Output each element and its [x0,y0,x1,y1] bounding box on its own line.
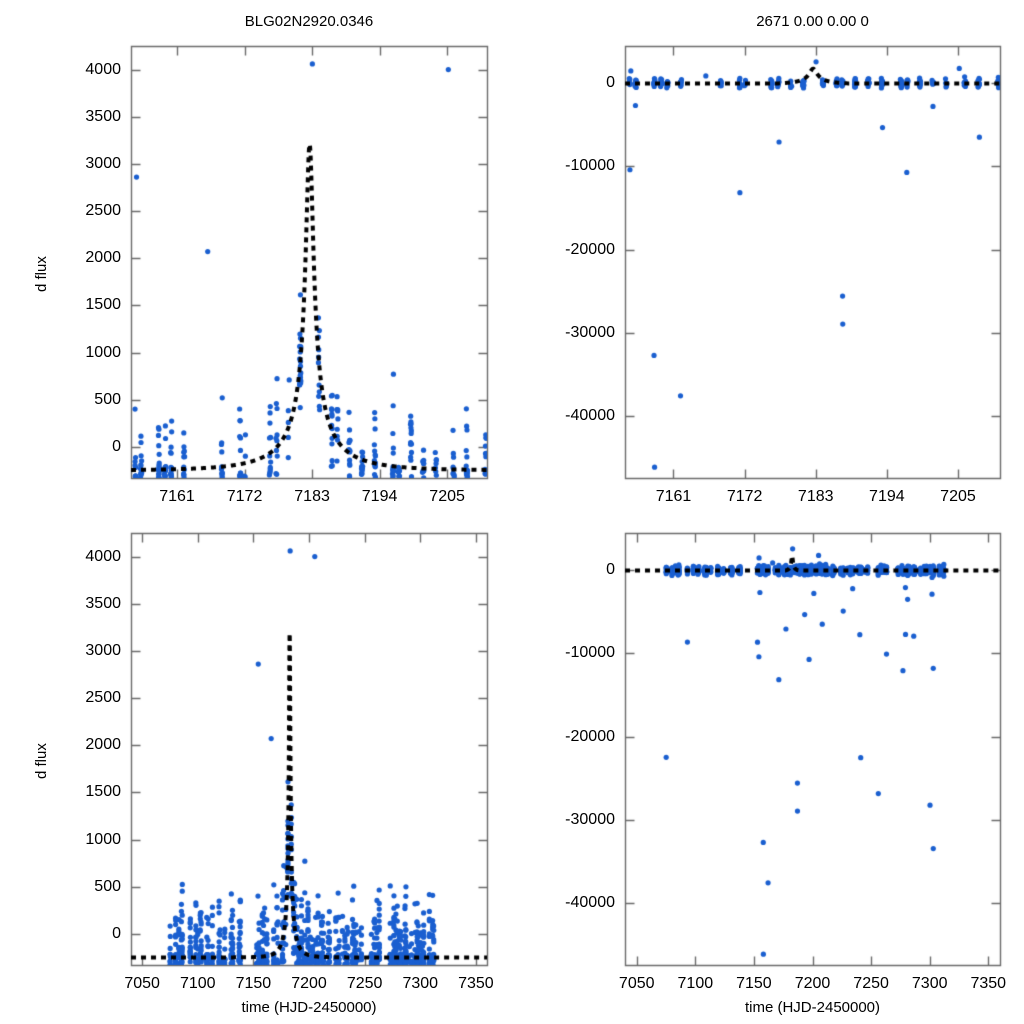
y-tick-label: 1000 [85,343,121,361]
x-tick-label: 7205 [940,488,976,505]
x-tick-label: 7100 [677,975,714,992]
x-tick-label: 7183 [797,488,834,505]
x-tick-label: 7100 [179,975,216,992]
y-tick-label: -30000 [565,810,615,828]
y-tick-label: 4000 [85,60,121,78]
y-tick-label: 3000 [85,154,121,172]
y-tick-label: 2500 [85,202,121,220]
x-tick-label: 7194 [361,488,398,505]
x-tick-label: 7050 [618,975,655,992]
y-tick-label: 2000 [85,249,121,267]
x-axis-title-bottom-left: time (HJD-2450000) [241,999,377,1016]
x-tick-label: 7161 [159,488,195,505]
y-tick-label: 1500 [85,783,121,801]
x-tick-label: 7200 [291,975,327,992]
y-tick-label: -10000 [565,157,615,175]
y-tick-label: 1000 [85,830,121,848]
y-tick-label: -10000 [565,644,615,662]
x-tick-label: 7150 [235,975,272,992]
x-tick-label: 7194 [869,488,905,505]
y-tick-label: 3500 [85,594,121,612]
y-tick-label: -40000 [565,893,615,911]
x-tick-label: 7205 [429,488,465,505]
x-tick-label: 7150 [736,975,772,992]
y-tick-label: 500 [94,877,121,895]
y-tick-label: -20000 [565,727,615,745]
x-tick-label: 7161 [655,488,692,505]
x-tick-label: 7172 [226,488,263,505]
x-tick-label: 7300 [402,975,439,992]
y-tick-label: 3000 [85,641,121,659]
x-tick-label: 7300 [911,975,948,992]
y-tick-label: 0 [606,74,615,92]
panel-title-top-left: BLG02N2920.0346 [244,13,374,30]
y-tick-label: 3500 [85,107,121,125]
y-tick-label: 2500 [85,689,121,707]
y-tick-label: 4000 [85,547,121,565]
x-tick-label: 7050 [124,975,160,992]
panel-title-top-right: 2671 0.00 0.00 0 [756,13,869,30]
x-tick-label: 7250 [853,975,889,992]
x-tick-label: 7172 [726,488,763,505]
x-tick-label: 7350 [970,975,1007,992]
y-tick-label: -40000 [565,406,615,424]
y-tick-label: -20000 [565,240,615,258]
x-tick-label: 7200 [794,975,831,992]
y-tick-label: 1500 [85,296,121,314]
x-tick-label: 7250 [346,975,383,992]
y-tick-label: 500 [94,390,121,408]
x-axis-title-bottom-right: time (HJD-2450000) [744,999,881,1016]
x-tick-label: 7350 [458,975,494,992]
y-tick-label: 0 [112,924,121,942]
y-tick-label: 2000 [85,736,121,754]
y-tick-label: -30000 [565,323,615,341]
y-tick-label: 0 [112,437,121,455]
y-tick-label: 0 [606,561,615,579]
x-tick-label: 7183 [294,488,330,505]
